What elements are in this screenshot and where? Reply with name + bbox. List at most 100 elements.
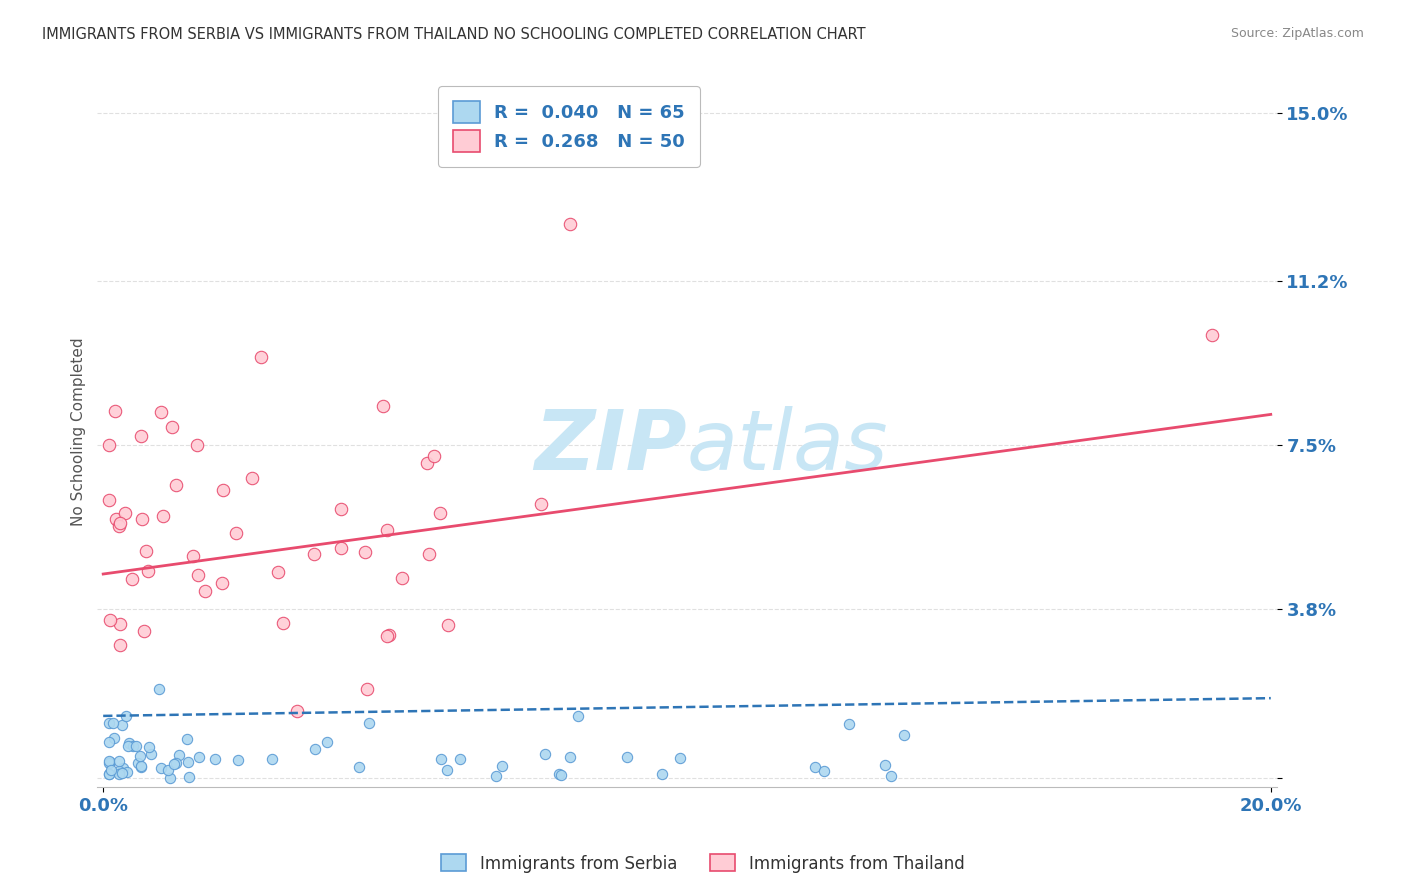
Point [157, 763, 180, 777]
Point [165, 477, 187, 491]
Point [651, 767, 673, 781]
Point [875, 757, 897, 772]
Point [880, 769, 903, 783]
Point [111, 765, 134, 780]
Point [176, 731, 198, 746]
Point [177, 770, 200, 784]
Point [136, 564, 159, 578]
Point [111, 761, 134, 775]
Point [548, 767, 571, 781]
Point [616, 749, 638, 764]
Point [271, 615, 294, 630]
Point [108, 764, 131, 779]
Point [163, 756, 186, 771]
Point [330, 501, 353, 516]
Text: atlas: atlas [688, 406, 889, 487]
Point [550, 767, 572, 781]
Point [129, 749, 152, 764]
Point [117, 739, 139, 754]
Point [373, 400, 395, 414]
Point [375, 524, 398, 538]
Point [204, 752, 226, 766]
Point [1201, 327, 1223, 342]
Point [240, 471, 263, 485]
Point [121, 572, 143, 586]
Point [107, 767, 129, 781]
Point [98, 755, 121, 769]
Point [114, 506, 136, 520]
Point [98, 755, 121, 769]
Point [838, 716, 860, 731]
Point [485, 769, 508, 783]
Point [315, 734, 337, 748]
Point [103, 731, 125, 745]
Point [187, 749, 209, 764]
Point [108, 519, 131, 533]
Point [330, 541, 353, 555]
Point [108, 638, 131, 652]
Point [131, 512, 153, 526]
Point [491, 759, 513, 773]
Point [104, 404, 127, 418]
Point [804, 760, 827, 774]
Point [108, 754, 131, 768]
Point [302, 547, 325, 561]
Point [122, 739, 145, 753]
Point [560, 217, 582, 231]
Point [304, 742, 326, 756]
Point [98, 438, 121, 452]
Text: IMMIGRANTS FROM SERBIA VS IMMIGRANTS FROM THAILAND NO SCHOOLING COMPLETED CORREL: IMMIGRANTS FROM SERBIA VS IMMIGRANTS FRO… [42, 27, 866, 42]
Point [167, 747, 190, 762]
Point [212, 483, 235, 497]
Point [131, 759, 153, 773]
Point [98, 735, 121, 749]
Point [129, 429, 152, 443]
Point [436, 763, 458, 777]
Point [111, 718, 134, 732]
Point [138, 740, 160, 755]
Point [125, 739, 148, 753]
Point [149, 760, 172, 774]
Point [416, 456, 439, 470]
Point [356, 682, 378, 697]
Point [262, 752, 284, 766]
Point [152, 508, 174, 523]
Text: Source: ZipAtlas.com: Source: ZipAtlas.com [1230, 27, 1364, 40]
Point [186, 438, 208, 452]
Point [187, 568, 209, 582]
Point [250, 350, 273, 364]
Point [103, 716, 125, 731]
Point [375, 629, 398, 643]
Point [181, 549, 204, 563]
Point [104, 512, 127, 526]
Point [357, 716, 380, 731]
Point [115, 709, 138, 723]
Point [100, 763, 122, 777]
Point [98, 767, 121, 781]
Point [127, 756, 149, 770]
Point [813, 764, 835, 778]
Legend: R =  0.040   N = 65, R =  0.268   N = 50: R = 0.040 N = 65, R = 0.268 N = 50 [439, 87, 700, 167]
Point [177, 755, 200, 769]
Point [449, 751, 471, 765]
Point [429, 752, 451, 766]
Point [211, 576, 233, 591]
Point [429, 506, 451, 520]
Point [165, 756, 187, 771]
Point [423, 449, 446, 463]
Point [378, 628, 401, 642]
Point [98, 716, 121, 731]
Point [391, 571, 413, 585]
Point [98, 613, 121, 627]
Legend: Immigrants from Serbia, Immigrants from Thailand: Immigrants from Serbia, Immigrants from … [434, 847, 972, 880]
Point [285, 705, 308, 719]
Text: ZIP: ZIP [534, 406, 688, 487]
Point [530, 497, 553, 511]
Y-axis label: No Schooling Completed: No Schooling Completed [72, 338, 86, 526]
Point [135, 544, 157, 558]
Point [436, 617, 458, 632]
Point [132, 624, 155, 638]
Point [347, 759, 370, 773]
Point [354, 545, 377, 559]
Point [558, 750, 581, 764]
